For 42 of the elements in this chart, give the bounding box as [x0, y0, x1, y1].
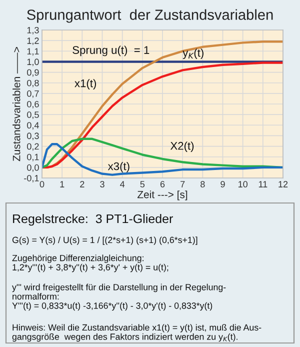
- y-tick-label: 1,0: [27, 58, 39, 66]
- y-axis-title: Zustandsvariablen ——>: [12, 47, 20, 162]
- x-axis-title: Zeit ---> [s]: [138, 190, 188, 200]
- annotation: x1(t): [74, 79, 96, 90]
- y-tick-label: 1,3: [27, 26, 39, 34]
- x-tick-label: 10: [238, 181, 248, 188]
- text: Zugehörige Differenzialgleichung: 1,2*y'''(t) + 3,8*y''(t) + 3,6*y' + y(t) = u(t);: [12, 254, 168, 272]
- y-tick-label: 1,2: [27, 38, 39, 45]
- x-tick-label: 12: [278, 181, 288, 188]
- y-tick-label: 0,8: [27, 80, 39, 88]
- line-series: [42, 143, 283, 176]
- annotation: y$_{K}$(t): [182, 48, 204, 59]
- y-tick-label: 0,9: [27, 69, 39, 77]
- chart-title: Sprungantwort der Zustandsvariablen: [27, 9, 273, 23]
- x-tick-label: 1: [60, 181, 64, 188]
- x-tick-label: 11: [258, 181, 268, 188]
- y-tick-label: 0,6: [27, 100, 39, 108]
- y-tick-label: 1,1: [27, 48, 39, 56]
- y-tick-label: 0,0: [27, 164, 39, 172]
- y-tick-label: 0,1: [27, 154, 39, 162]
- y-tick-label: 0,2: [27, 143, 39, 151]
- annotation: X2(t): [170, 142, 194, 152]
- x-tick-label: 5: [140, 181, 145, 188]
- y-tick-label: -0,1: [24, 174, 39, 182]
- annotation: Sprung u(t) = 1: [72, 46, 150, 56]
- x-tick-label: 9: [220, 181, 225, 188]
- text: y''' wird freigestellt für die Darstellung in der Regelung- normalform: Y'''(t) = 0,833*u(t) -3,166*y''(t) - 3,0*y'(t) - 0,833*y(t): [12, 284, 226, 311]
- text: Hinweis: Weil die Zustandsvariable x1(t) = y(t) ist, muß die Aus- gangsgröße wegen des Faktors indiziert werden zu y$_{K}$(t).: [12, 324, 262, 342]
- x-tick-label: 7: [180, 181, 185, 188]
- y-tick-label: 0,3: [27, 132, 39, 140]
- x-tick-label: 8: [200, 181, 205, 188]
- text: Regelstrecke: 3 PT1-Glieder: [13, 214, 173, 226]
- y-tick-label: 0,7: [27, 90, 39, 98]
- text: G(s) = Y(s) / U(s) = 1 / [(2*s+1) (s+1) (0,6*s+1)]: [12, 236, 198, 245]
- x-tick-label: 2: [80, 181, 84, 188]
- x-tick-label: 6: [160, 181, 165, 188]
- x-tick-label: 4: [120, 181, 125, 188]
- x-tick-label: 0: [40, 181, 44, 188]
- annotation: x3(t): [108, 162, 130, 172]
- y-tick-label: 0,5: [27, 112, 39, 119]
- x-tick-label: 3: [100, 181, 104, 188]
- y-tick-label: 0,4: [27, 122, 39, 130]
